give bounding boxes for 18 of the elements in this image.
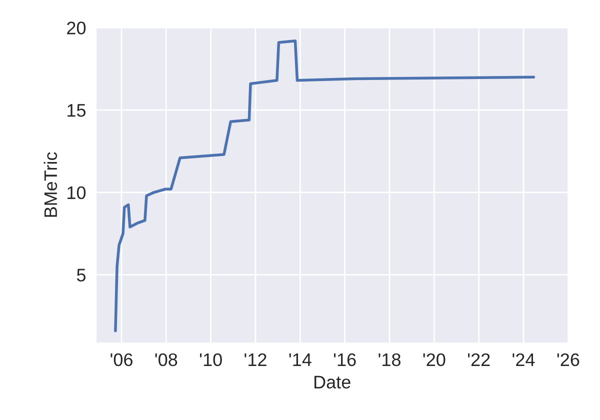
x-tick-label: '12 bbox=[244, 353, 266, 366]
x-tick-label: '20 bbox=[423, 353, 446, 366]
x-tick-label: '18 bbox=[378, 353, 400, 366]
x-tick-label: '08 bbox=[155, 353, 178, 366]
x-tick-label: '22 bbox=[468, 353, 490, 366]
y-tick-label: 10 bbox=[68, 186, 86, 200]
y-tick-label: 20 bbox=[67, 22, 86, 34]
x-tick-label: '26 bbox=[557, 353, 580, 366]
y-tick-label: 15 bbox=[68, 104, 86, 117]
y-axis-title: BMeTric bbox=[44, 152, 58, 217]
x-tick-label: '24 bbox=[512, 353, 535, 366]
x-tick-label: '10 bbox=[200, 353, 222, 366]
x-axis-title: Date bbox=[314, 376, 350, 389]
x-tick-label: '14 bbox=[289, 354, 312, 366]
x-tick-label: '06 bbox=[110, 353, 132, 366]
y-tick-label: 5 bbox=[76, 268, 86, 282]
line-series bbox=[114, 39, 536, 332]
x-tick-label: '16 bbox=[334, 353, 356, 366]
